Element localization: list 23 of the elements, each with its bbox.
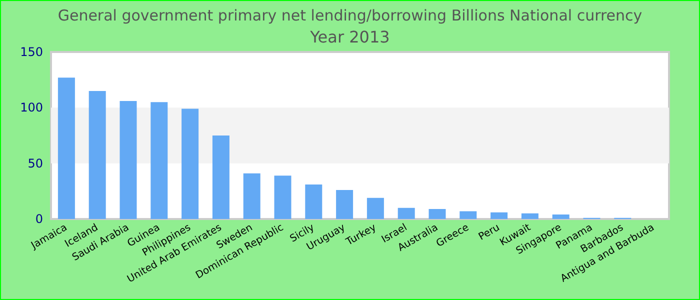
chart-title: General government primary net lending/borrowing Billions National currency [58, 6, 642, 24]
bar [212, 136, 230, 219]
bar [521, 213, 538, 219]
bar [305, 184, 322, 219]
bar [182, 108, 199, 219]
bar [552, 214, 570, 219]
bar [274, 176, 292, 219]
bar [460, 211, 477, 219]
bar [120, 100, 137, 219]
y-tick-label: 0 [35, 212, 43, 226]
y-tick-label: 50 [28, 156, 43, 170]
bar [366, 198, 384, 219]
y-tick-label: 100 [20, 100, 43, 115]
bar [398, 208, 415, 219]
bar [58, 78, 75, 219]
bar [428, 208, 446, 219]
chart-subtitle: Year 2013 [309, 28, 390, 46]
bar [336, 190, 354, 219]
bar [243, 173, 260, 219]
bar [150, 102, 168, 219]
y-tick-label: 150 [20, 45, 43, 59]
bar [490, 212, 508, 219]
bar [88, 90, 106, 219]
